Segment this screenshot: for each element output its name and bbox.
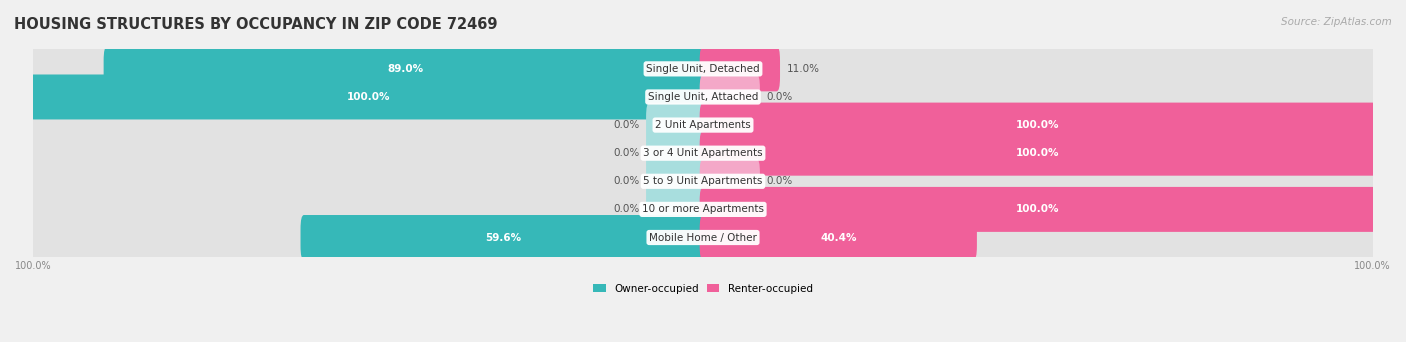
- FancyBboxPatch shape: [31, 94, 1375, 156]
- Text: 0.0%: 0.0%: [613, 120, 640, 130]
- FancyBboxPatch shape: [647, 187, 706, 232]
- Text: Single Unit, Detached: Single Unit, Detached: [647, 64, 759, 74]
- Text: 0.0%: 0.0%: [613, 148, 640, 158]
- Text: 89.0%: 89.0%: [387, 64, 423, 74]
- Text: 0.0%: 0.0%: [766, 176, 793, 186]
- Text: 11.0%: 11.0%: [787, 64, 820, 74]
- Text: 100.0%: 100.0%: [1017, 205, 1060, 214]
- Text: 100.0%: 100.0%: [1017, 120, 1060, 130]
- Text: 100.0%: 100.0%: [1017, 148, 1060, 158]
- FancyBboxPatch shape: [31, 150, 1375, 212]
- Legend: Owner-occupied, Renter-occupied: Owner-occupied, Renter-occupied: [589, 279, 817, 298]
- FancyBboxPatch shape: [700, 103, 1376, 147]
- Text: 100.0%: 100.0%: [346, 92, 389, 102]
- FancyBboxPatch shape: [700, 215, 977, 260]
- Text: 59.6%: 59.6%: [485, 233, 522, 242]
- FancyBboxPatch shape: [700, 75, 759, 119]
- FancyBboxPatch shape: [31, 179, 1375, 240]
- FancyBboxPatch shape: [647, 159, 706, 204]
- FancyBboxPatch shape: [301, 215, 706, 260]
- FancyBboxPatch shape: [31, 66, 1375, 128]
- FancyBboxPatch shape: [700, 131, 1376, 176]
- Text: 40.4%: 40.4%: [820, 233, 856, 242]
- FancyBboxPatch shape: [31, 122, 1375, 184]
- Text: 2 Unit Apartments: 2 Unit Apartments: [655, 120, 751, 130]
- Text: Mobile Home / Other: Mobile Home / Other: [650, 233, 756, 242]
- Text: Source: ZipAtlas.com: Source: ZipAtlas.com: [1281, 17, 1392, 27]
- FancyBboxPatch shape: [647, 131, 706, 176]
- FancyBboxPatch shape: [104, 47, 706, 91]
- Text: 10 or more Apartments: 10 or more Apartments: [643, 205, 763, 214]
- Text: 5 to 9 Unit Apartments: 5 to 9 Unit Apartments: [644, 176, 762, 186]
- Text: 0.0%: 0.0%: [613, 205, 640, 214]
- FancyBboxPatch shape: [700, 159, 759, 204]
- Text: 3 or 4 Unit Apartments: 3 or 4 Unit Apartments: [643, 148, 763, 158]
- FancyBboxPatch shape: [700, 47, 780, 91]
- Text: HOUSING STRUCTURES BY OCCUPANCY IN ZIP CODE 72469: HOUSING STRUCTURES BY OCCUPANCY IN ZIP C…: [14, 17, 498, 32]
- FancyBboxPatch shape: [700, 187, 1376, 232]
- Text: 0.0%: 0.0%: [766, 92, 793, 102]
- Text: 0.0%: 0.0%: [613, 176, 640, 186]
- FancyBboxPatch shape: [647, 103, 706, 147]
- FancyBboxPatch shape: [31, 38, 1375, 100]
- Text: Single Unit, Attached: Single Unit, Attached: [648, 92, 758, 102]
- FancyBboxPatch shape: [30, 75, 706, 119]
- FancyBboxPatch shape: [31, 207, 1375, 268]
